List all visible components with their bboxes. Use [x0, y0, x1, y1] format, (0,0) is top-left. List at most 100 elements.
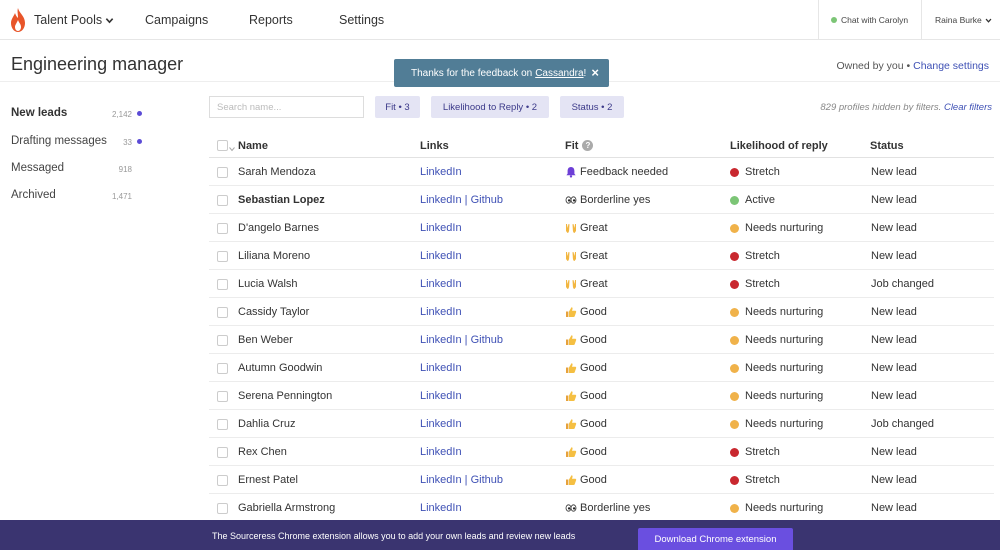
likelihood-of-reply[interactable]: Needs nurturing	[730, 222, 823, 234]
likelihood-of-reply[interactable]: Stretch	[730, 166, 780, 178]
candidate-name[interactable]: D'angelo Barnes	[238, 222, 319, 234]
lead-status[interactable]: New lead	[871, 250, 917, 262]
table-row[interactable]: Cassidy Taylor LinkedIn Good Needs nurturin…	[209, 298, 994, 326]
lead-status[interactable]: New lead	[871, 474, 917, 486]
fit-rating[interactable]: Good	[565, 418, 607, 430]
candidate-name[interactable]: Sarah Mendoza	[238, 166, 316, 178]
candidate-name[interactable]: Rex Chen	[238, 446, 287, 458]
lead-status[interactable]: Job changed	[871, 278, 934, 290]
filter-chip-fit[interactable]: Fit • 3	[375, 96, 420, 118]
row-checkbox[interactable]	[217, 447, 228, 458]
linkedin-link[interactable]: LinkedIn	[420, 306, 462, 318]
github-link[interactable]: Github	[470, 334, 503, 346]
caret-down-icon[interactable]	[229, 146, 235, 152]
likelihood-of-reply[interactable]: Stretch	[730, 250, 780, 262]
linkedin-link[interactable]: LinkedIn	[420, 418, 462, 430]
lead-status[interactable]: New lead	[871, 166, 917, 178]
lead-status[interactable]: New lead	[871, 502, 917, 514]
likelihood-of-reply[interactable]: Needs nurturing	[730, 502, 823, 514]
likelihood-of-reply[interactable]: Stretch	[730, 446, 780, 458]
fit-rating[interactable]: Borderline yes	[565, 194, 650, 206]
candidate-name[interactable]: Cassidy Taylor	[238, 306, 310, 318]
candidate-name[interactable]: Dahlia Cruz	[238, 418, 296, 430]
table-row[interactable]: Ernest Patel LinkedIn | Github Good Stretch…	[209, 466, 994, 494]
row-checkbox[interactable]	[217, 279, 228, 290]
row-checkbox[interactable]	[217, 251, 228, 262]
user-menu[interactable]: Raina Burke	[935, 15, 992, 25]
row-checkbox[interactable]	[217, 419, 228, 430]
sidebar-item-archived[interactable]: Archived	[11, 189, 56, 201]
likelihood-of-reply[interactable]: Needs nurturing	[730, 306, 823, 318]
help-icon[interactable]: ?	[582, 140, 594, 151]
download-extension-button[interactable]: Download Chrome extension	[638, 528, 793, 550]
linkedin-link[interactable]: LinkedIn	[420, 166, 462, 178]
lead-status[interactable]: New lead	[871, 194, 917, 206]
fit-rating[interactable]: Good	[565, 474, 607, 486]
likelihood-of-reply[interactable]: Stretch	[730, 278, 780, 290]
fit-rating[interactable]: Good	[565, 334, 607, 346]
sidebar-item-drafting-messages[interactable]: Drafting messages	[11, 135, 107, 147]
likelihood-of-reply[interactable]: Needs nurturing	[730, 362, 823, 374]
row-checkbox[interactable]	[217, 391, 228, 402]
github-link[interactable]: Github	[470, 194, 503, 206]
fit-rating[interactable]: Good	[565, 306, 607, 318]
table-row[interactable]: Gabriella Armstrong LinkedIn Borderline ye…	[209, 494, 994, 522]
fit-rating[interactable]: Good	[565, 362, 607, 374]
table-row[interactable]: Sebastian Lopez LinkedIn | Github Borderli…	[209, 186, 994, 214]
fit-rating[interactable]: Great	[565, 278, 608, 290]
row-checkbox[interactable]	[217, 363, 228, 374]
linkedin-link[interactable]: LinkedIn	[420, 362, 462, 374]
table-row[interactable]: Lucia Walsh LinkedIn Great Stretch Job chang…	[209, 270, 994, 298]
fit-rating[interactable]: Great	[565, 250, 608, 262]
lead-status[interactable]: New lead	[871, 390, 917, 402]
likelihood-of-reply[interactable]: Needs nurturing	[730, 334, 823, 346]
toast-candidate-link[interactable]: Cassandra	[535, 67, 584, 79]
linkedin-link[interactable]: LinkedIn	[420, 334, 462, 346]
row-checkbox[interactable]	[217, 195, 228, 206]
row-checkbox[interactable]	[217, 223, 228, 234]
linkedin-link[interactable]: LinkedIn	[420, 390, 462, 402]
table-row[interactable]: Autumn Goodwin LinkedIn Good Needs nurturin…	[209, 354, 994, 382]
clear-filters-link[interactable]: Clear filters	[943, 102, 992, 113]
fit-rating[interactable]: Borderline yes	[565, 502, 650, 514]
candidate-name[interactable]: Ben Weber	[238, 334, 293, 346]
candidate-name[interactable]: Liliana Moreno	[238, 250, 311, 262]
fit-rating[interactable]: Good	[565, 446, 607, 458]
nav-settings[interactable]: Settings	[339, 13, 385, 27]
table-row[interactable]: Serena Pennington LinkedIn Good Needs nurtu…	[209, 382, 994, 410]
table-row[interactable]: Ben Weber LinkedIn | Github Good Needs nurt…	[209, 326, 994, 354]
sidebar-item-new-leads[interactable]: New leads	[11, 107, 68, 119]
candidate-name[interactable]: Gabriella Armstrong	[238, 502, 336, 514]
likelihood-of-reply[interactable]: Needs nurturing	[730, 418, 823, 430]
row-checkbox[interactable]	[217, 475, 228, 486]
linkedin-link[interactable]: LinkedIn	[420, 194, 462, 206]
linkedin-link[interactable]: LinkedIn	[420, 222, 462, 234]
linkedin-link[interactable]: LinkedIn	[420, 250, 462, 262]
lead-status[interactable]: New lead	[871, 446, 917, 458]
column-header-status[interactable]: Status	[870, 140, 904, 152]
nav-talent-pools[interactable]: Talent Pools	[34, 13, 114, 27]
likelihood-of-reply[interactable]: Needs nurturing	[730, 390, 823, 402]
chat-button[interactable]: Chat with Carolyn	[831, 15, 908, 25]
flame-logo-icon[interactable]	[9, 7, 27, 33]
candidate-name[interactable]: Autumn Goodwin	[238, 362, 323, 374]
column-header-likelihood[interactable]: Likelihood of reply	[730, 140, 828, 152]
nav-reports[interactable]: Reports	[249, 13, 293, 27]
fit-rating[interactable]: Good	[565, 390, 607, 402]
table-row[interactable]: D'angelo Barnes LinkedIn Great Needs nurtur…	[209, 214, 994, 242]
candidate-name[interactable]: Lucia Walsh	[238, 278, 298, 290]
lead-status[interactable]: New lead	[871, 222, 917, 234]
candidate-name[interactable]: Ernest Patel	[238, 474, 298, 486]
table-row[interactable]: Liliana Moreno LinkedIn Great Stretch New le…	[209, 242, 994, 270]
filter-chip-likelihood[interactable]: Likelihood to Reply • 2	[431, 96, 549, 118]
candidate-name[interactable]: Serena Pennington	[238, 390, 333, 402]
linkedin-link[interactable]: LinkedIn	[420, 474, 462, 486]
filter-chip-status[interactable]: Status • 2	[560, 96, 624, 118]
column-header-fit[interactable]: Fit?	[565, 140, 594, 152]
search-input[interactable]	[209, 96, 364, 118]
likelihood-of-reply[interactable]: Stretch	[730, 474, 780, 486]
linkedin-link[interactable]: LinkedIn	[420, 278, 462, 290]
github-link[interactable]: Github	[470, 474, 503, 486]
table-row[interactable]: Sarah Mendoza LinkedIn Feedback needed Stre…	[209, 158, 994, 186]
table-row[interactable]: Rex Chen LinkedIn Good Stretch New lead	[209, 438, 994, 466]
